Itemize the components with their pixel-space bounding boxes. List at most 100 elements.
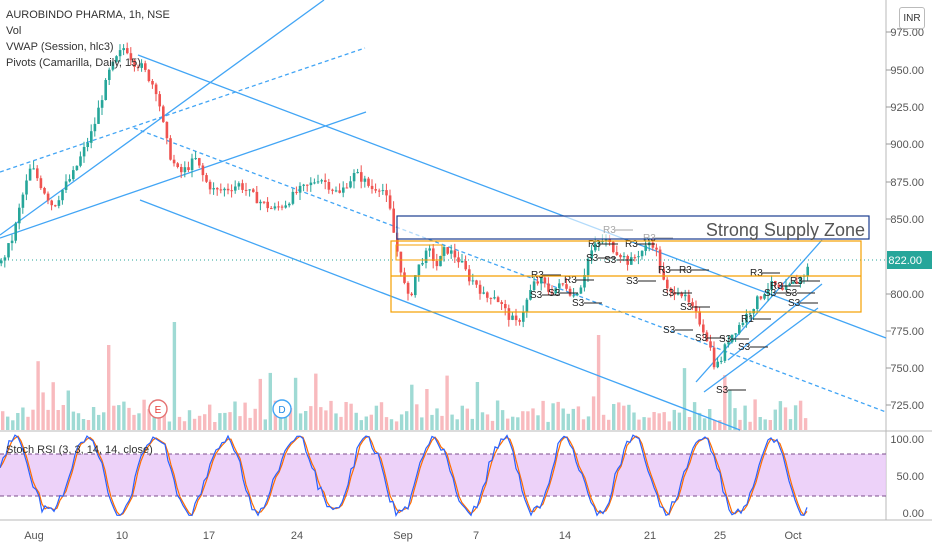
time-tick-label: 24 [291, 530, 303, 542]
candle-body [327, 182, 331, 190]
volume-bar [172, 322, 177, 430]
time-tick-label: 14 [559, 530, 571, 542]
candle-body [270, 208, 273, 210]
volume-bar [465, 408, 469, 430]
volume-bar [627, 404, 631, 430]
time-axis[interactable]: Aug 10 17 24 Sep 7 14 21 25 Oct [24, 530, 801, 542]
volume-bar [344, 402, 348, 430]
volume-bar [455, 419, 459, 430]
trend-line [133, 127, 887, 413]
candle-body [738, 325, 741, 334]
candle-body [655, 247, 658, 250]
trend-line [703, 307, 819, 393]
pivot-label: R3 [750, 268, 763, 279]
volume-bar [500, 410, 505, 430]
earnings-marker[interactable] [148, 399, 168, 419]
volume-bar [743, 405, 747, 430]
candle-body [172, 159, 176, 164]
volume-bar [142, 399, 146, 430]
time-tick-label: 7 [473, 530, 479, 542]
volume-bar [718, 420, 722, 430]
legend-volume[interactable]: Vol [6, 25, 22, 37]
volume-bar [748, 421, 752, 430]
price-axis[interactable]: 975.00 950.00 925.00 900.00 875.00 850.00 800.… [886, 27, 924, 412]
volume-bar [314, 373, 318, 430]
volume-bar [723, 375, 727, 430]
candle-body [406, 282, 410, 294]
volume-bar [506, 418, 510, 430]
currency-button[interactable]: INR [899, 7, 925, 29]
legend-vwap[interactable]: VWAP (Session, hlc3) [6, 41, 114, 53]
volume-bar [475, 382, 480, 430]
symbol-title[interactable]: AUROBINDO PHARMA, 1h, NSE [6, 9, 170, 21]
supply-zone-box[interactable] [396, 215, 870, 240]
candle-body [561, 283, 565, 285]
candle-body [680, 292, 683, 297]
volume-bar [127, 407, 131, 430]
trend-drawings[interactable] [0, 0, 887, 431]
candle-body [568, 288, 572, 296]
stoch-rsi-title[interactable]: Stoch RSI (3, 3, 14, 14, close) [6, 444, 153, 456]
candle-body [586, 258, 590, 276]
volume-bar [566, 413, 570, 430]
volume-bar [450, 414, 454, 430]
trend-line [0, 111, 367, 239]
candle-body [244, 189, 248, 191]
pivot-label: R3 [625, 239, 638, 250]
price-tick-label: 775.00 [890, 326, 924, 338]
volume-bar [192, 418, 197, 430]
candle-body [633, 257, 637, 259]
candle-body [705, 332, 709, 342]
dividend-marker-label: D [278, 405, 285, 416]
volume-bar [208, 404, 212, 430]
price-tick-label: 975.00 [890, 27, 924, 39]
candle-body [730, 334, 734, 343]
candle-body [514, 315, 518, 321]
legend-pivots[interactable]: Pivots (Camarilla, Daily, 15) [6, 57, 141, 69]
volume-bar [228, 412, 232, 430]
candle-body [0, 260, 3, 264]
candle-body [309, 182, 313, 186]
pivot-label: R3 [770, 281, 783, 292]
price-tick-label: 950.00 [890, 65, 924, 77]
volume-bar [112, 405, 116, 430]
candle-body [90, 131, 93, 143]
volume-bar [107, 345, 111, 430]
candle-body [576, 293, 579, 296]
volume-bar [329, 400, 333, 430]
candle-body [644, 245, 647, 251]
volume-bar [652, 412, 656, 430]
candle-body [216, 188, 219, 190]
volume-bar [405, 411, 409, 430]
volume-bar [203, 414, 207, 430]
time-tick-label: Oct [784, 530, 801, 542]
candle-body [572, 295, 575, 297]
candle-body [104, 80, 107, 100]
dividend-marker[interactable] [272, 399, 292, 419]
candle-body [288, 203, 291, 206]
candle-body [421, 263, 424, 265]
candle-body [496, 297, 500, 303]
stoch-axis[interactable]: 100.00 50.00 0.00 [890, 434, 924, 520]
pivot-label: S3 [548, 288, 561, 299]
candle-body [446, 247, 449, 254]
volume-bar [541, 400, 545, 430]
candle-body [273, 206, 277, 209]
volume-bar [495, 400, 500, 430]
volume-bar [81, 419, 86, 430]
volume-bar [647, 417, 651, 430]
volume-bar [122, 401, 126, 430]
volume-bar [319, 407, 323, 430]
stoch-tick-label: 50.00 [896, 471, 924, 483]
pivot-label: S3 [738, 342, 751, 353]
candle-body [316, 181, 320, 183]
candle-body [291, 191, 295, 204]
volume-bar [435, 408, 439, 430]
candle-body [345, 187, 349, 189]
volume-bar [601, 414, 606, 430]
volume-bar [309, 406, 313, 430]
volume-bar [298, 413, 303, 430]
candle-body [752, 309, 755, 314]
candle-body [676, 292, 680, 295]
